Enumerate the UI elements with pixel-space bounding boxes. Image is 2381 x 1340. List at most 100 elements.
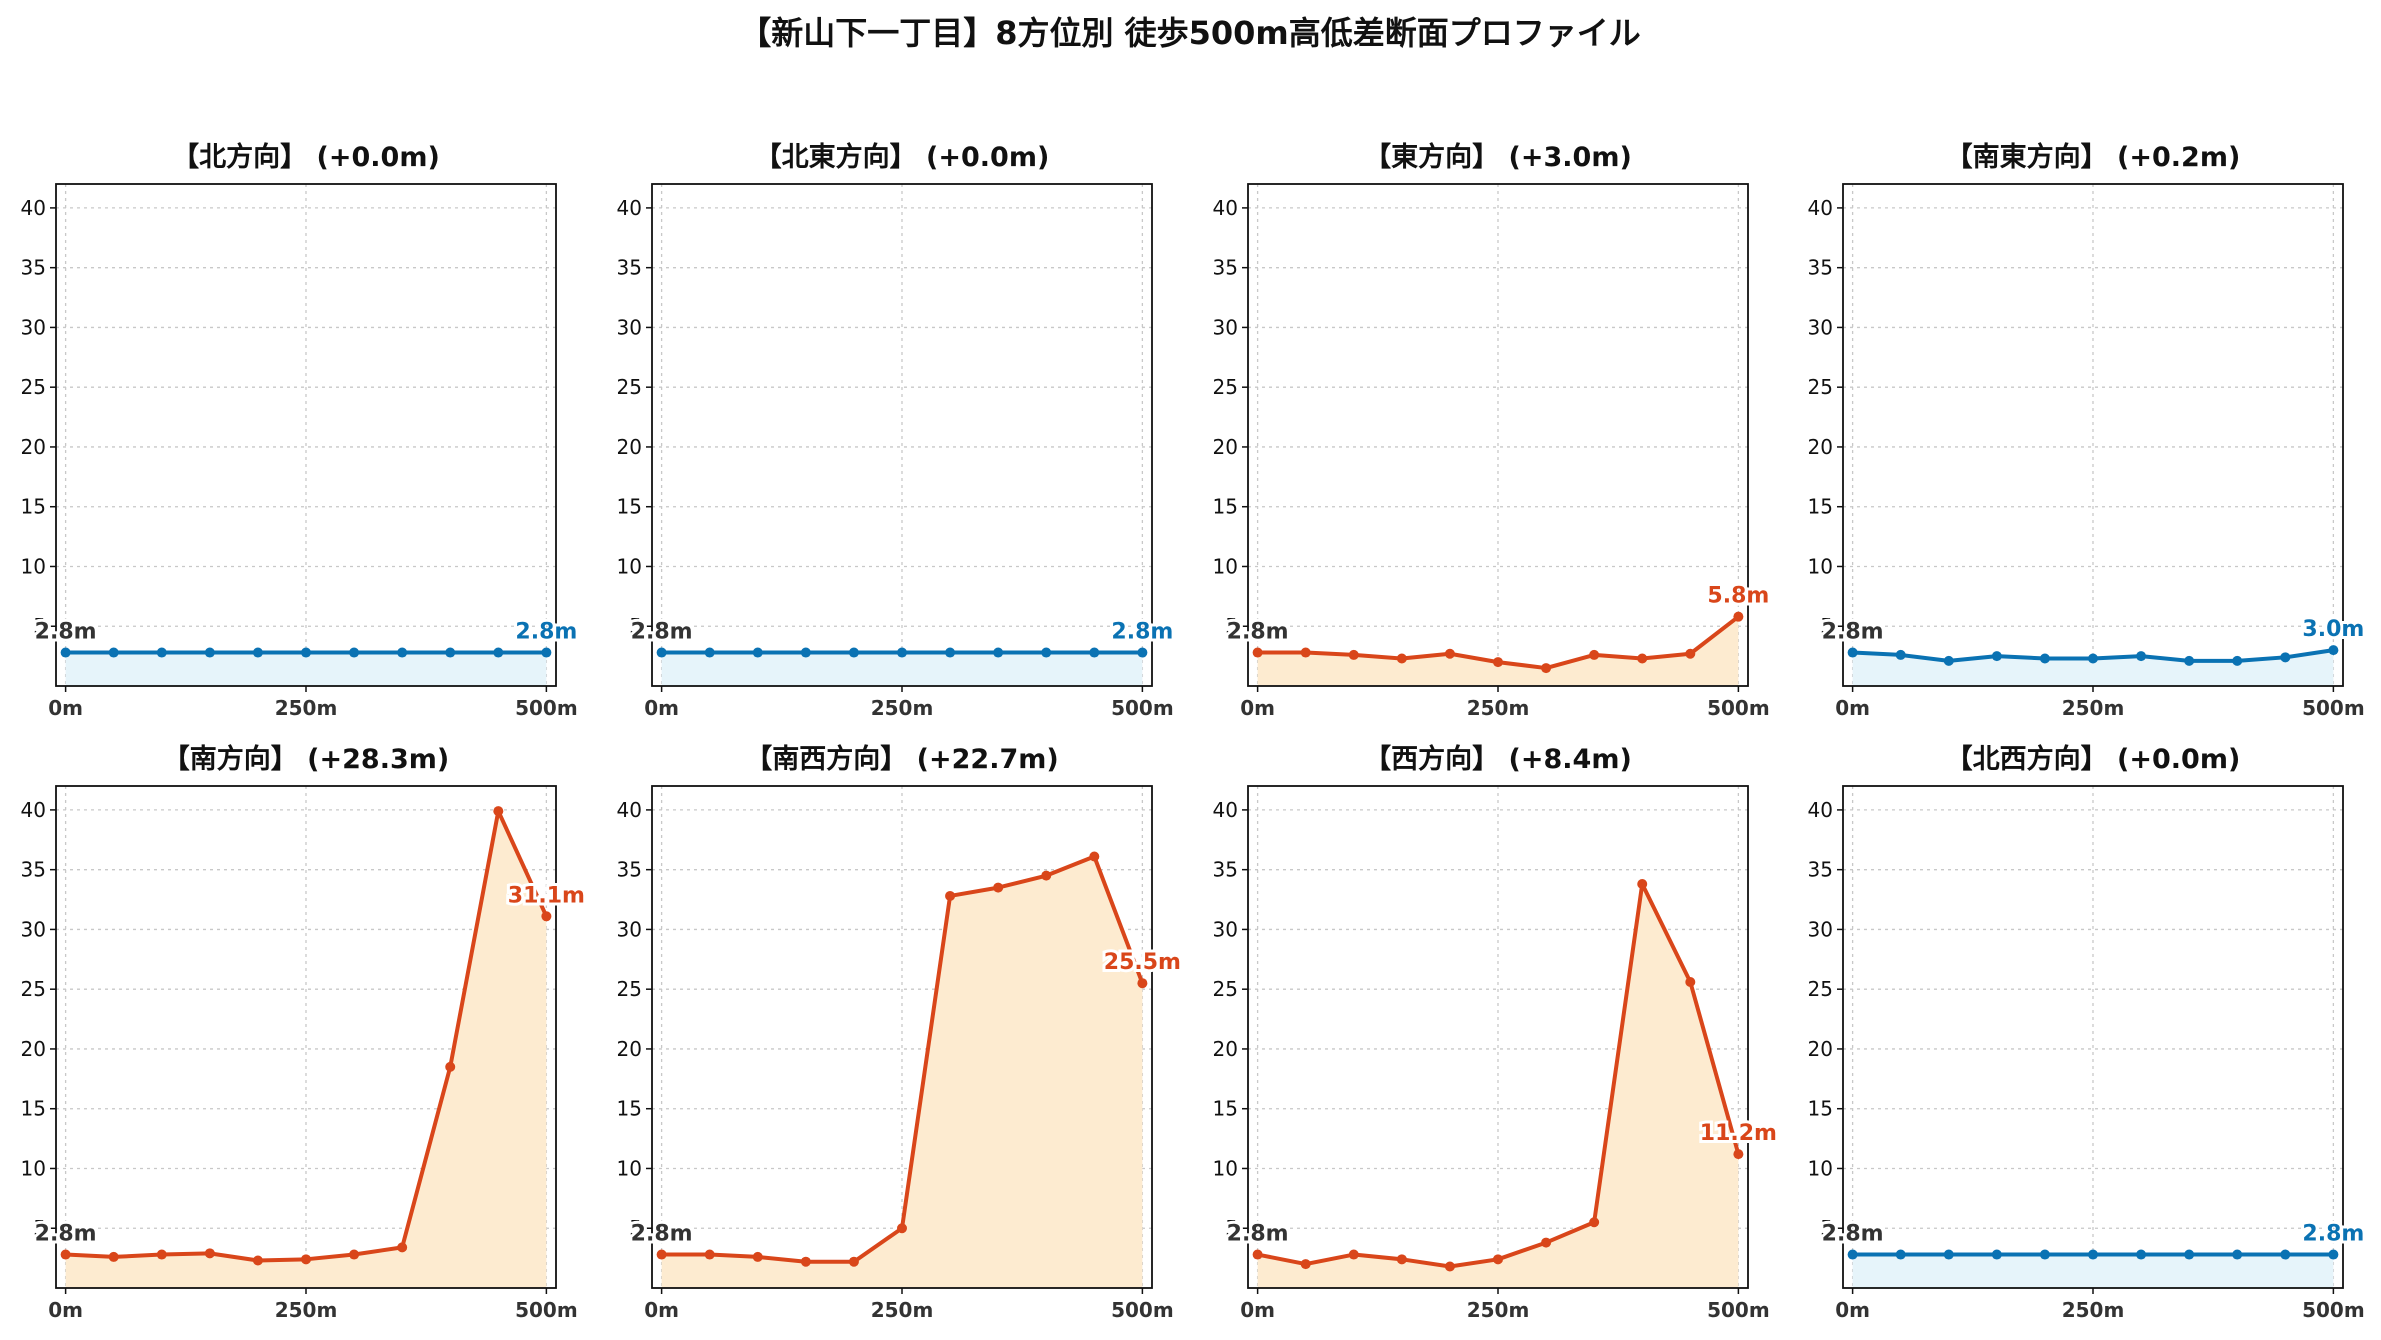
profile-area xyxy=(1257,616,1739,686)
end-elevation-label: 5.8m xyxy=(1707,584,1769,609)
profile-point xyxy=(2136,651,2147,662)
y-tick-label: 25 xyxy=(1808,375,1833,399)
profile-point xyxy=(1396,653,1407,664)
y-tick-label: 5 xyxy=(1225,1216,1238,1240)
y-tick-label: 15 xyxy=(1808,1097,1833,1121)
y-tick-label: 10 xyxy=(21,1156,46,1180)
subplot: 【南方向】 (+28.3m) 5 10 15 20 25 30 35 40 0m 250m 500m 2… xyxy=(21,743,588,1322)
x-tick-label: 250m xyxy=(275,1298,338,1322)
profile-point xyxy=(1493,657,1503,668)
profile-area xyxy=(65,811,547,1288)
start-elevation-label: 2.8m xyxy=(35,620,97,645)
y-tick-label: 10 xyxy=(617,1156,642,1180)
subplot-title: 【西方向】 (+8.4m) xyxy=(1364,743,1632,775)
y-tick-label: 40 xyxy=(1808,798,1833,822)
y-tick-label: 20 xyxy=(1808,1037,1833,1061)
profile-point xyxy=(108,647,119,658)
y-tick-label: 5 xyxy=(1820,614,1833,638)
y-tick-label: 40 xyxy=(1213,798,1238,822)
profile-point xyxy=(2136,1249,2147,1260)
profile-point xyxy=(1444,1261,1455,1272)
profile-point xyxy=(993,882,1004,893)
start-elevation-label: 2.8m xyxy=(631,1222,693,1247)
x-tick-label: 250m xyxy=(1467,1298,1530,1322)
subplot: 【南西方向】 (+22.7m) 5 10 15 20 25 30 35 40 0m 250m 500m… xyxy=(617,743,1184,1322)
profile-point xyxy=(800,647,811,658)
y-tick-label: 40 xyxy=(1213,196,1238,220)
profile-point xyxy=(1685,648,1696,659)
x-tick-label: 250m xyxy=(871,696,934,720)
x-tick-label: 0m xyxy=(644,696,679,720)
profile-point xyxy=(2039,1249,2050,1260)
x-tick-label: 250m xyxy=(1467,696,1530,720)
x-tick-label: 500m xyxy=(515,1298,578,1322)
y-tick-label: 5 xyxy=(1225,614,1238,638)
y-tick-label: 10 xyxy=(1213,554,1238,578)
profile-point xyxy=(1493,1254,1503,1265)
profile-point xyxy=(2039,653,2050,664)
figure-title: 【新山下一丁目】8方位別 徒歩500m高低差断面プロファイル xyxy=(739,14,1641,52)
profile-point xyxy=(897,1223,907,1234)
profile-point xyxy=(1943,1249,1954,1260)
profile-point xyxy=(2328,645,2339,656)
subplot-title: 【北方向】 (+0.0m) xyxy=(172,141,440,173)
subplot: 【北東方向】 (+0.0m) 5 10 15 20 25 30 35 40 0m 250m 500m 2… xyxy=(617,141,1177,720)
profile-point xyxy=(752,1251,763,1262)
profile-point xyxy=(2280,652,2291,663)
profile-point xyxy=(252,647,263,658)
x-tick-label: 500m xyxy=(2302,696,2365,720)
profile-point xyxy=(945,647,956,658)
profile-point xyxy=(1589,1217,1600,1228)
subplot: 【北方向】 (+0.0m) 5 10 15 20 25 30 35 40 0m 250m 500m 2.… xyxy=(21,141,581,720)
y-tick-label: 15 xyxy=(21,1097,46,1121)
axes-frame xyxy=(651,183,1153,687)
y-tick-label: 30 xyxy=(1808,315,1833,339)
profile-point xyxy=(897,647,907,658)
profile-point xyxy=(1943,655,1954,666)
y-tick-label: 25 xyxy=(21,977,46,1001)
profile-point xyxy=(848,1256,859,1267)
x-tick-label: 500m xyxy=(1111,696,1174,720)
profile-point xyxy=(1089,647,1100,658)
profile-point xyxy=(445,1061,456,1072)
profile-point xyxy=(1541,663,1552,674)
profile-point xyxy=(1300,1259,1311,1270)
y-tick-label: 20 xyxy=(21,1037,46,1061)
profile-area xyxy=(661,856,1143,1288)
y-tick-label: 20 xyxy=(617,1037,642,1061)
profile-point xyxy=(1895,649,1906,660)
profile-point xyxy=(1637,653,1648,664)
profile-point xyxy=(2232,1249,2243,1260)
y-tick-label: 30 xyxy=(617,917,642,941)
y-tick-label: 30 xyxy=(21,315,46,339)
start-elevation-label: 2.8m xyxy=(631,620,693,645)
y-tick-label: 5 xyxy=(33,614,46,638)
profile-point xyxy=(2232,655,2243,666)
profile-point xyxy=(1685,977,1696,988)
end-elevation-label: 11.2m xyxy=(1700,1121,1777,1146)
profile-point xyxy=(1041,870,1052,881)
profile-point xyxy=(2328,1249,2339,1260)
axes-frame xyxy=(1842,785,2344,1289)
x-tick-label: 500m xyxy=(1111,1298,1174,1322)
profile-area xyxy=(1257,884,1739,1288)
profile-point xyxy=(993,647,1004,658)
profile-point xyxy=(493,806,504,817)
x-tick-label: 500m xyxy=(1707,696,1770,720)
subplot-title: 【南方向】 (+28.3m) xyxy=(163,743,449,775)
x-tick-label: 500m xyxy=(1707,1298,1770,1322)
x-tick-label: 250m xyxy=(2062,696,2125,720)
profile-point xyxy=(1348,1249,1359,1260)
profile-point xyxy=(204,647,215,658)
subplot: 【西方向】 (+8.4m) 5 10 15 20 25 30 35 40 0m 250m 500m 2.… xyxy=(1213,743,1780,1322)
profile-point xyxy=(60,647,71,658)
y-tick-label: 25 xyxy=(1808,977,1833,1001)
end-elevation-label: 3.0m xyxy=(2302,617,2364,642)
y-tick-label: 20 xyxy=(1213,1037,1238,1061)
subplot-title: 【南西方向】 (+22.7m) xyxy=(745,743,1058,775)
y-tick-label: 15 xyxy=(617,495,642,519)
end-elevation-label: 2.8m xyxy=(515,620,577,645)
y-tick-label: 20 xyxy=(617,435,642,459)
profile-point xyxy=(108,1251,119,1262)
